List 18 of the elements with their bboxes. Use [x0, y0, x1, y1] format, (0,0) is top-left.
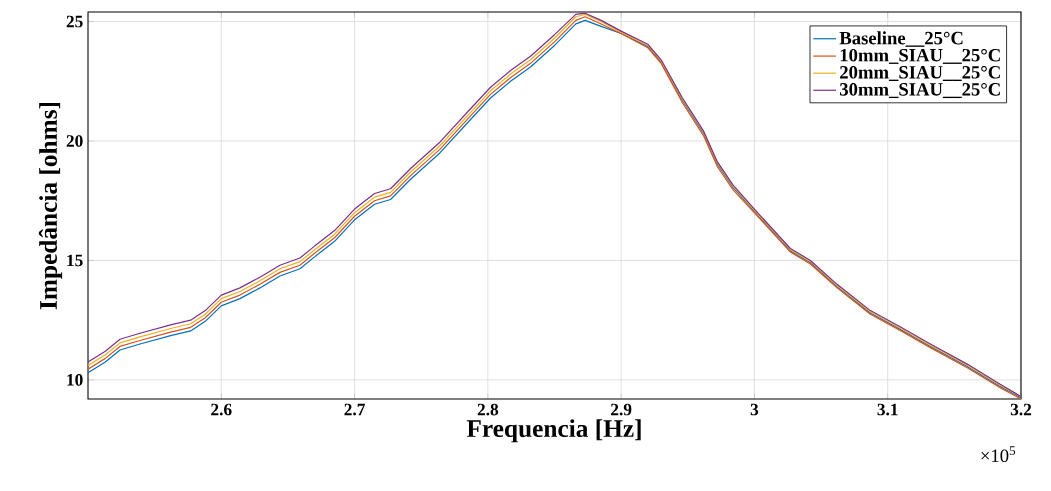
x-tick-label: 3.2: [1010, 403, 1032, 416]
x-tick-label: 2.7: [344, 403, 365, 416]
y-tick-label: 25: [66, 15, 83, 28]
x-tick-label: 2.9: [611, 403, 632, 416]
y-tick-label: 15: [67, 254, 83, 267]
y-axis-title: Impedância [ohms]: [38, 102, 63, 310]
legend-label: 30mm_SIAU__25°C: [839, 83, 1000, 99]
x-tick-label: 2.8: [477, 403, 499, 416]
x-tick-label: 3.1: [877, 403, 898, 416]
legend-label: 10mm_SIAU__25°C: [840, 48, 1000, 64]
legend-label: 20mm_SIAU__25°C: [840, 65, 1000, 81]
y-tick-label: 10: [67, 374, 83, 386]
x-axis-title: Frequencia [Hz]: [466, 419, 641, 443]
legend-label: Baseline__25°C: [839, 31, 963, 47]
x-tick-label: 3: [750, 403, 759, 416]
text: ×10$^{5}$: [981, 446, 1016, 463]
x-tick-label: 2.6: [211, 403, 232, 416]
y-tick-label: 20: [66, 135, 83, 147]
